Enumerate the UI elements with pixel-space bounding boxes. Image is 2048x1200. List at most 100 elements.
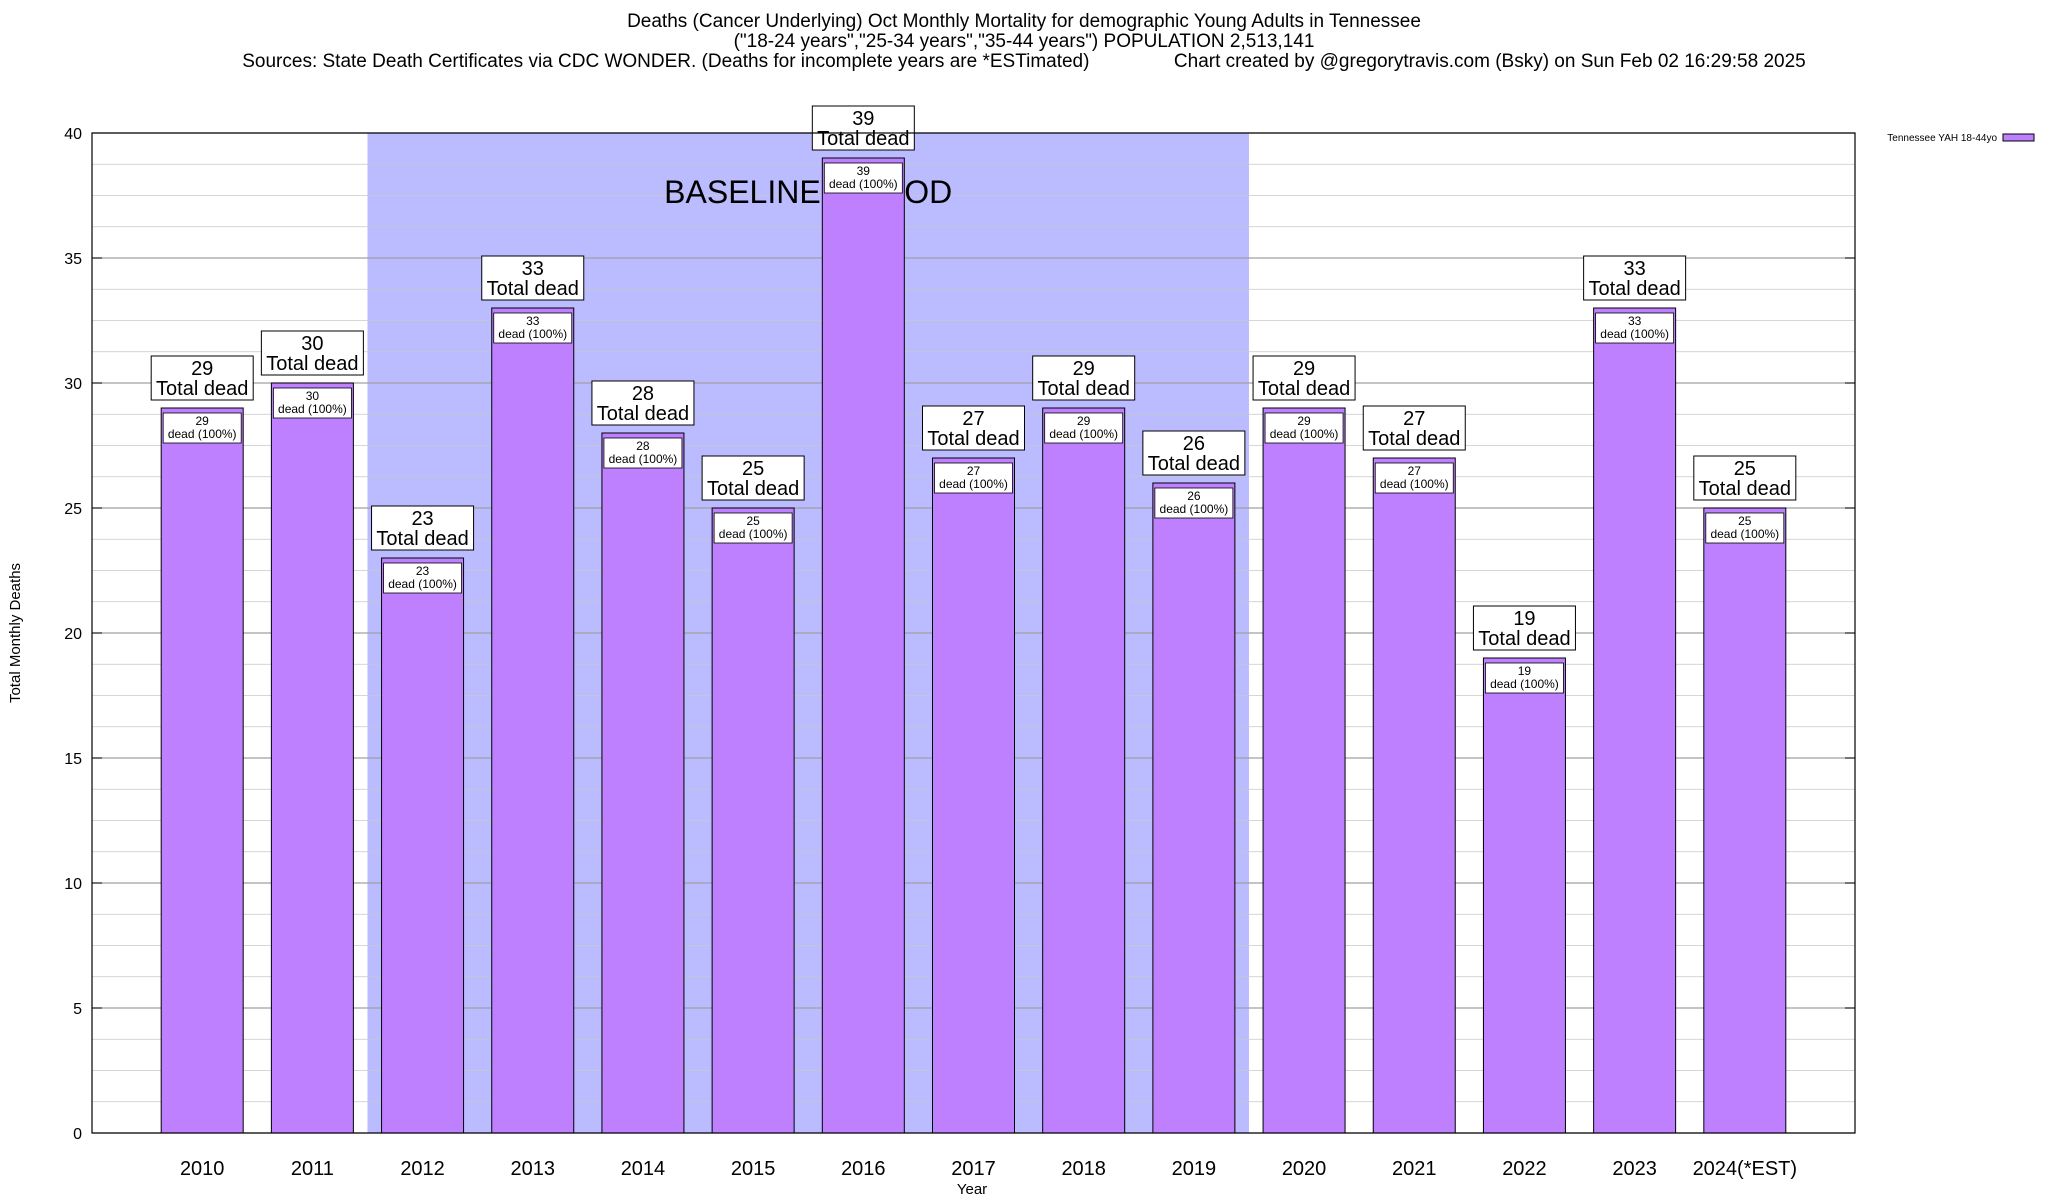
y-tick-label: 20	[64, 626, 82, 643]
bar-total-value-label: 29	[191, 358, 213, 380]
bar-total-value-label: 19	[1513, 608, 1535, 630]
baseline-period-label: BASELINE PERIOD	[664, 174, 952, 210]
bar-total-text-label: Total dead	[1148, 453, 1240, 475]
bar-total-label-box	[1472, 605, 1576, 651]
x-tick-label: 2016	[841, 1158, 886, 1180]
legend-swatch	[2002, 133, 2035, 142]
bar-total-text-label: Total dead	[707, 478, 799, 500]
bar-inner-value-label: 26	[1187, 489, 1201, 503]
bar-total-text-label: Total dead	[266, 353, 358, 375]
x-tick-label: 2024(*EST)	[1693, 1158, 1798, 1180]
bar	[821, 157, 905, 1134]
bar-inner-label-box	[713, 512, 793, 544]
bar-total-text-label: Total dead	[1699, 478, 1791, 500]
bar	[711, 507, 795, 1134]
bar-total-text-label: Total dead	[487, 278, 579, 300]
bar-total-value-label: 27	[1403, 408, 1425, 430]
bar-total-label-box	[150, 355, 254, 401]
bar-inner-label-box	[1485, 662, 1564, 694]
x-tick-label: 2021	[1392, 1158, 1437, 1180]
bar-inner-percent-label: dead (100%)	[278, 402, 347, 416]
bar-total-text-label: Total dead	[376, 528, 468, 550]
bar-inner-percent-label: dead (100%)	[388, 577, 457, 591]
bar	[1703, 507, 1787, 1134]
bar-inner-percent-label: dead (100%)	[1160, 502, 1229, 516]
bar-total-value-label: 30	[301, 333, 323, 355]
x-tick-label: 2014	[621, 1158, 666, 1180]
bar	[1042, 407, 1126, 1134]
bar-inner-label-box	[1374, 462, 1454, 494]
bar-total-value-label: 25	[742, 458, 764, 480]
x-tick-label: 2020	[1282, 1158, 1327, 1180]
bar-inner-label-box	[493, 312, 573, 344]
bar-inner-percent-label: dead (100%)	[498, 327, 567, 341]
bar	[601, 432, 685, 1134]
bar-total-text-label: Total dead	[1588, 278, 1680, 300]
bar-total-label-box	[1362, 405, 1466, 451]
x-tick-label: 2012	[400, 1158, 445, 1180]
x-tick-label: 2017	[951, 1158, 996, 1180]
x-tick-label: 2015	[731, 1158, 776, 1180]
bar-inner-label-box	[383, 562, 462, 594]
bar-inner-value-label: 23	[416, 564, 430, 578]
x-tick-label: 2010	[180, 1158, 225, 1180]
bar-inner-value-label: 33	[526, 314, 540, 328]
bar-total-value-label: 27	[962, 408, 984, 430]
bar-total-text-label: Total dead	[927, 428, 1019, 450]
bar-inner-percent-label: dead (100%)	[168, 427, 237, 441]
bar-total-value-label: 29	[1293, 358, 1315, 380]
bar-total-value-label: 28	[632, 383, 654, 405]
y-tick-label: 15	[64, 751, 82, 768]
bar-inner-percent-label: dead (100%)	[1380, 477, 1449, 491]
x-tick-label: 2013	[511, 1158, 556, 1180]
x-tick-label: 2023	[1612, 1158, 1657, 1180]
bar-inner-value-label: 27	[967, 464, 981, 478]
bar-inner-percent-label: dead (100%)	[1710, 527, 1779, 541]
bar-total-label-box	[1032, 355, 1136, 401]
y-tick-label: 0	[73, 1126, 82, 1143]
legend-label: Tennessee YAH 18-44yo	[1887, 133, 1997, 144]
bar-total-label-box	[481, 255, 585, 301]
y-axis-label: Total Monthly Deaths	[7, 563, 24, 703]
bar-total-label-box	[1583, 255, 1687, 301]
bar-total-label-box	[591, 380, 695, 426]
bar-inner-value-label: 27	[1408, 464, 1422, 478]
bar-inner-label-box	[162, 412, 242, 444]
bar-total-value-label: 26	[1183, 433, 1205, 455]
bar-total-text-label: Total dead	[1368, 428, 1460, 450]
y-tick-label: 30	[64, 376, 82, 393]
bar-inner-label-box	[1044, 412, 1124, 444]
chart-title: Deaths (Cancer Underlying) Oct Monthly M…	[627, 11, 1421, 32]
y-tick-label: 10	[64, 876, 82, 893]
y-tick-label: 35	[64, 251, 82, 268]
bar-inner-value-label: 33	[1628, 314, 1642, 328]
bar	[932, 457, 1015, 1134]
bar-inner-value-label: 29	[1297, 414, 1311, 428]
x-tick-label: 2022	[1502, 1158, 1547, 1180]
bar-total-value-label: 29	[1073, 358, 1095, 380]
bar-inner-percent-label: dead (100%)	[1270, 427, 1339, 441]
bar-total-value-label: 25	[1734, 458, 1756, 480]
bar	[381, 557, 465, 1134]
bar	[1482, 657, 1566, 1134]
bar-inner-percent-label: dead (100%)	[1600, 327, 1669, 341]
bar-inner-percent-label: dead (100%)	[939, 477, 1008, 491]
bar	[491, 307, 575, 1134]
bar-inner-label-box	[934, 462, 1013, 494]
bar-inner-value-label: 28	[636, 439, 650, 453]
bar-total-label-box	[260, 330, 364, 376]
bar-inner-percent-label: dead (100%)	[609, 452, 678, 466]
bar-inner-label-box	[823, 162, 903, 194]
bar-inner-label-box	[1705, 512, 1785, 544]
bar-inner-percent-label: dead (100%)	[1490, 677, 1559, 691]
bar-inner-value-label: 19	[1518, 664, 1532, 678]
y-tick-label: 5	[73, 1001, 82, 1018]
bar-total-label-box	[371, 505, 475, 551]
bar-total-value-label: 33	[522, 258, 544, 280]
bar-total-label-box	[811, 105, 915, 151]
bar-total-text-label: Total dead	[1038, 378, 1130, 400]
bar	[1152, 482, 1236, 1134]
bar-total-text-label: Total dead	[1478, 628, 1570, 650]
bar-total-text-label: Total dead	[156, 378, 248, 400]
